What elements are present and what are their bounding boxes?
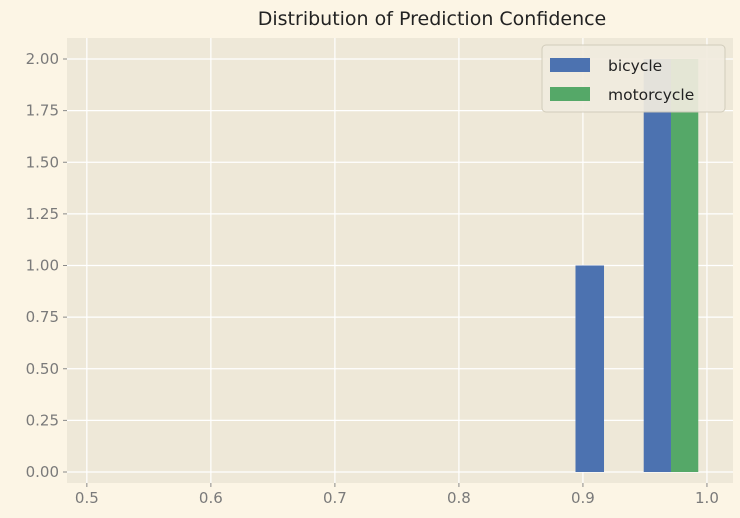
chart-title: Distribution of Prediction Confidence: [258, 8, 607, 30]
bar-motorcycle: [670, 59, 699, 472]
x-tick-label: 0.5: [75, 489, 99, 507]
legend-label-motorcycle: motorcycle: [608, 86, 694, 104]
legend-label-bicycle: bicycle: [608, 57, 662, 75]
grid: [67, 38, 733, 483]
y-tick-label: 0.00: [26, 463, 59, 481]
y-tick-label: 1.50: [26, 153, 59, 171]
y-tick-label: 1.75: [26, 102, 59, 120]
x-tick-label: 0.9: [571, 489, 595, 507]
y-tick-label: 0.50: [26, 360, 59, 378]
x-tick-label: 0.6: [199, 489, 223, 507]
bars: [575, 59, 699, 472]
x-tick-label: 1.0: [695, 489, 719, 507]
y-axis: 0.00 0.25 0.50 0.75 1.00 1.25 1.50 1.75 2.00: [26, 50, 67, 481]
y-tick-label: 1.25: [26, 205, 59, 223]
x-axis: 0.5 0.6 0.7 0.8 0.9 1.0: [75, 483, 719, 507]
bar-bicycle: [643, 59, 671, 472]
y-tick-label: 1.00: [26, 257, 59, 275]
legend: bicycle motorcycle: [541, 44, 726, 113]
bar-bicycle: [575, 265, 605, 472]
legend-swatch-motorcycle: [550, 87, 590, 101]
x-tick-label: 0.7: [323, 489, 347, 507]
x-tick-label: 0.8: [447, 489, 471, 507]
legend-swatch-bicycle: [550, 58, 590, 72]
y-tick-label: 0.25: [26, 411, 59, 429]
y-tick-label: 0.75: [26, 308, 59, 326]
y-tick-label: 2.00: [26, 50, 59, 68]
